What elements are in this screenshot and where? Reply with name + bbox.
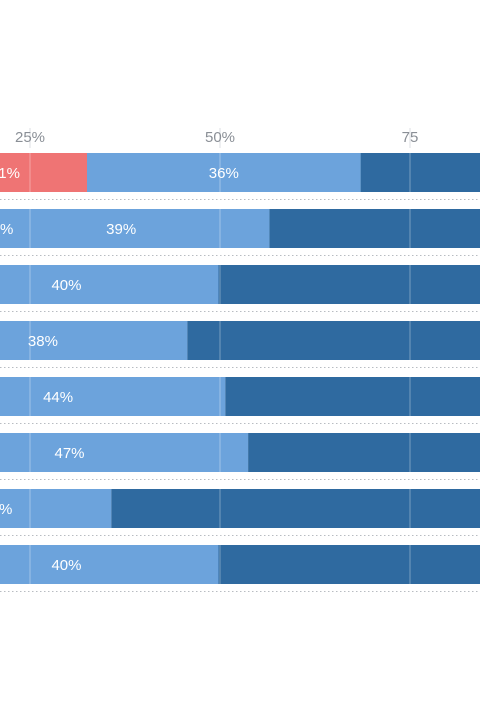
bar-segment-row4-series4 [187,321,480,360]
bar-segment-row2-series4 [269,209,480,248]
bar-segment-row1-series2 [0,153,87,192]
bars [0,153,480,584]
bar-segment-row1-series3 [87,153,361,192]
x-tick-label: 25% [15,129,45,146]
x-tick-label: 50% [205,129,235,146]
bar-segment-row5-series3 [0,377,226,416]
x-axis-ticks: 25% 50% 75 [15,128,418,588]
data-label: 38% [28,333,58,350]
data-labels: 31% 36%% 39% 40% 38% 44% 47% 30% 40% [0,165,239,574]
grid-lines [0,199,480,592]
x-tick-label: 75 [402,129,419,146]
bar-segment-row3-series3 [0,265,219,304]
data-label: 39% [106,221,136,238]
bar-segment-row1-series4 [360,153,480,192]
data-label: 31% [0,165,20,182]
bar-segment-row7-series4 [111,489,480,528]
bar-segment-row3-series4 [218,265,480,304]
bar-segment-row4-series3 [0,321,188,360]
bar-segment-row2-series3 [0,209,270,248]
bar-segment-row5-series4 [225,377,480,416]
data-label: % [0,221,13,238]
data-label: 40% [51,557,81,574]
data-label: 30% [0,501,12,518]
data-label: 36% [209,165,239,182]
bar-segment-row7-series3 [0,489,112,528]
data-label: 44% [43,389,73,406]
bar-segment-row8-series4 [218,545,480,584]
bar-segment-row6-series4 [248,433,480,472]
bar-segment-row6-series3 [0,433,249,472]
bar-segment-row8-series3 [0,545,219,584]
data-label: 40% [51,277,81,294]
data-label: 47% [55,445,85,462]
